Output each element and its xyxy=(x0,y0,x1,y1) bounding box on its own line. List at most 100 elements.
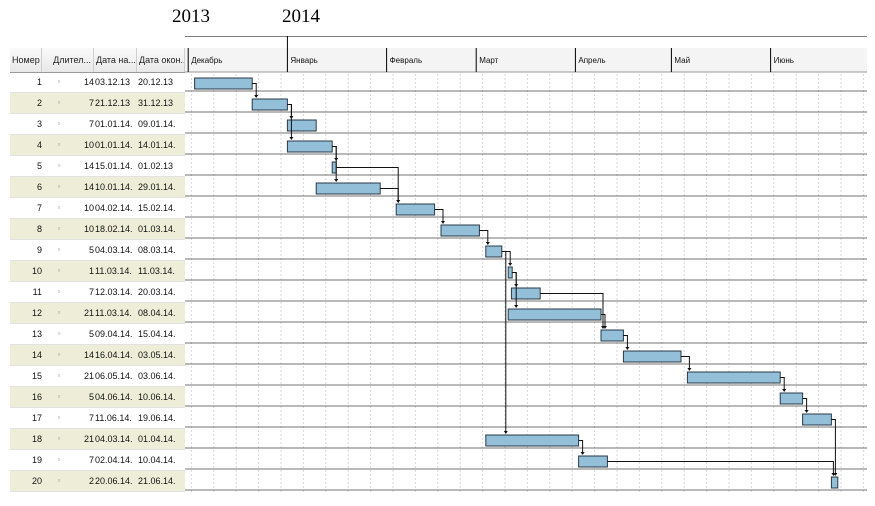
table-row[interactable]: 19 ▫ 7 02.04.14. 10.04.14. xyxy=(10,450,185,471)
dependency-link xyxy=(332,146,337,181)
row-duration: 14 xyxy=(83,77,94,87)
table-row[interactable]: 7 ▫ 10 04.02.14. 15.02.14. xyxy=(10,198,185,219)
dependency-arrow xyxy=(508,263,513,266)
row-end-date: 14.01.14. xyxy=(138,140,176,150)
row-end-date: 20.12.13 xyxy=(138,77,174,87)
row-start-date: 04.03.14. xyxy=(95,434,133,444)
task-bar xyxy=(510,287,541,300)
month-label: Июнь xyxy=(774,56,794,65)
table-row[interactable]: 11 ▫ 7 12.03.14. 20.03.14. xyxy=(10,282,185,303)
table-row[interactable]: 14 ▫ 14 16.04.14. 03.05.14. xyxy=(10,345,185,366)
table-row[interactable]: 12 ▫ 21 11.03.14. 08.04.14. xyxy=(10,303,185,324)
task-mode-icon: ▫ xyxy=(57,245,61,254)
row-duration: 21 xyxy=(83,308,94,318)
table-row[interactable]: 10 ▫ 1 11.03.14. 11.03.14. xyxy=(10,261,185,282)
dependency-link xyxy=(780,377,785,391)
table-row[interactable]: 15 ▫ 21 06.05.14. 03.06.14. xyxy=(10,366,185,387)
task-bar xyxy=(686,371,781,384)
row-duration: 7 xyxy=(88,287,94,297)
row-end-date: 03.06.14. xyxy=(138,371,176,381)
row-number: 16 xyxy=(31,392,42,402)
table-row[interactable]: 13 ▫ 5 09.04.14. 15.04.14. xyxy=(10,324,185,345)
task-bar xyxy=(315,182,381,195)
month-label: Март xyxy=(479,56,498,65)
row-number: 17 xyxy=(31,413,42,423)
row-number: 19 xyxy=(31,455,42,465)
table-row[interactable]: 17 ▫ 7 11.06.14. 19.06.14. xyxy=(10,408,185,429)
dependency-arrow xyxy=(514,305,519,308)
row-start-date: 21.12.13 xyxy=(95,98,131,108)
task-bar xyxy=(622,350,682,363)
row-start-date: 03.12.13 xyxy=(95,77,131,87)
header-start[interactable]: Дата на... xyxy=(94,48,137,72)
task-bar xyxy=(779,392,804,405)
row-end-date: 11.03.14. xyxy=(138,266,175,276)
task-bar xyxy=(286,140,333,153)
row-start-date: 11.03.14. xyxy=(95,266,132,276)
row-number: 9 xyxy=(36,245,42,255)
row-start-date: 11.03.14. xyxy=(95,308,132,318)
table-row[interactable]: 1 ▫ 14 03.12.13 20.12.13 xyxy=(10,72,185,93)
table-row[interactable]: 4 ▫ 10 01.01.14. 14.01.14. xyxy=(10,135,185,156)
row-duration: 14 xyxy=(83,350,94,360)
row-duration: 5 xyxy=(88,245,94,255)
month-label: Май xyxy=(674,56,690,65)
dependency-link xyxy=(802,398,808,412)
row-end-date: 03.05.14. xyxy=(138,350,176,360)
dependency-link xyxy=(512,272,517,286)
row-number: 4 xyxy=(36,140,42,150)
row-number: 7 xyxy=(36,203,42,213)
table-row[interactable]: 20 ▫ 2 20.06.14. 21.06.14. xyxy=(10,471,185,492)
header-end[interactable]: Дата окон... xyxy=(137,48,185,72)
task-mode-icon: ▫ xyxy=(57,476,61,485)
dependency-link xyxy=(681,356,690,370)
row-start-date: 10.01.14. xyxy=(95,182,133,192)
dependency-arrow xyxy=(441,221,445,224)
table-row[interactable]: 16 ▫ 5 04.06.14. 10.06.14. xyxy=(10,387,185,408)
table-row[interactable]: 5 ▫ 14 15.01.14. 01.02.13 xyxy=(10,156,185,177)
task-mode-icon: ▫ xyxy=(57,161,61,170)
task-mode-icon: ▫ xyxy=(57,350,61,359)
row-number: 15 xyxy=(31,371,42,381)
dependency-arrow xyxy=(503,431,508,434)
task-mode-icon: ▫ xyxy=(57,119,61,128)
task-mode-icon: ▫ xyxy=(57,182,61,191)
table-row[interactable]: 2 ▫ 7 21.12.13 31.12.13 xyxy=(10,93,185,114)
row-number: 11 xyxy=(32,287,42,297)
row-end-date: 10.04.14. xyxy=(138,455,176,465)
dependency-link xyxy=(479,230,489,244)
header-duration[interactable]: Длител... xyxy=(42,48,94,72)
table-row[interactable]: 3 ▫ 7 01.01.14. 09.01.14. xyxy=(10,114,185,135)
task-bar xyxy=(802,413,832,426)
dependency-arrow xyxy=(782,389,787,392)
row-start-date: 01.01.14. xyxy=(95,140,133,150)
task-bar xyxy=(600,329,624,342)
row-duration: 7 xyxy=(88,119,94,129)
header-number[interactable]: Номер xyxy=(10,48,42,72)
task-mode-icon: ▫ xyxy=(57,224,61,233)
row-duration: 5 xyxy=(88,329,94,339)
table-row[interactable]: 8 ▫ 10 18.02.14. 01.03.14. xyxy=(10,219,185,240)
gantt-chart: Декабрь Январь Февраль Март Апрель Май Июнь xyxy=(185,36,867,492)
task-mode-icon: ▫ xyxy=(57,77,61,86)
dependency-link xyxy=(601,314,606,328)
task-mode-icon: ▫ xyxy=(57,329,61,338)
row-number: 14 xyxy=(31,350,42,360)
table-row[interactable]: 18 ▫ 21 04.03.14. 01.04.14. xyxy=(10,429,185,450)
row-start-date: 20.06.14. xyxy=(95,476,133,486)
dependency-arrow xyxy=(289,137,294,140)
row-number: 8 xyxy=(36,224,42,234)
row-number: 1 xyxy=(36,77,42,87)
task-bar xyxy=(485,434,580,447)
row-number: 6 xyxy=(36,182,42,192)
table-row[interactable]: 6 ▫ 14 10.01.14. 29.01.14. xyxy=(10,177,185,198)
month-label: Февраль xyxy=(390,56,423,65)
row-duration: 10 xyxy=(83,203,94,213)
dependency-link xyxy=(332,146,337,160)
dependency-link xyxy=(380,188,399,202)
row-start-date: 09.04.14. xyxy=(95,329,133,339)
row-start-date: 02.04.14. xyxy=(95,455,133,465)
row-end-date: 19.06.14. xyxy=(138,413,176,423)
table-row[interactable]: 9 ▫ 5 04.03.14. 08.03.14. xyxy=(10,240,185,261)
row-number: 3 xyxy=(36,119,42,129)
